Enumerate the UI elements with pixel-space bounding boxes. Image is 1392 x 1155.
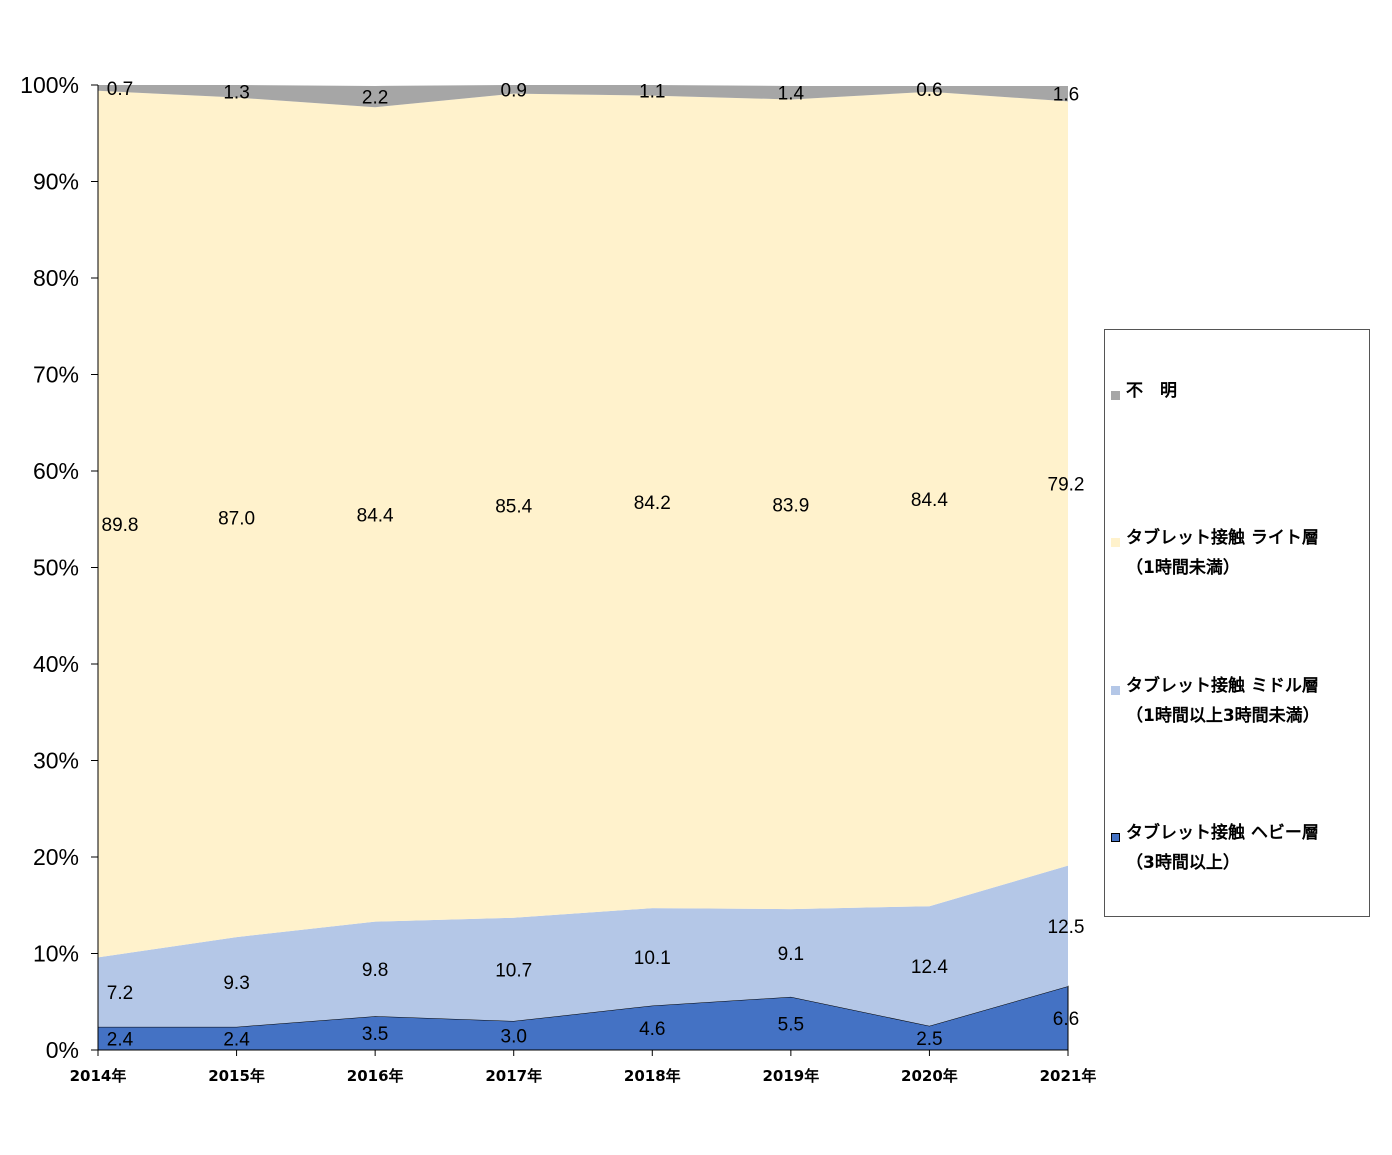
data-label-light: 87.0	[218, 508, 255, 529]
y-axis-tick-labels: 0% 10% 20% 30% 40% 50% 60% 70% 80% 90% 100%	[20, 72, 79, 1063]
data-label-middle: 7.2	[107, 983, 133, 1004]
area-middle	[98, 865, 1068, 1027]
data-label-light: 84.2	[634, 493, 671, 514]
data-label-light: 84.4	[911, 490, 948, 511]
data-label-light: 79.2	[1048, 475, 1085, 496]
x-tick-label: 2017年	[485, 1067, 542, 1085]
data-label-unknown: 0.6	[916, 80, 942, 101]
legend-label-light: タブレット接触 ライト層	[1126, 528, 1319, 548]
data-label-heavy: 4.6	[639, 1019, 665, 1040]
data-label-heavy: 3.5	[362, 1024, 388, 1045]
data-label-light: 85.4	[495, 497, 532, 518]
data-label-light: 84.4	[357, 505, 394, 526]
data-labels: 2.4 2.4 3.5 3.0 4.6 5.5 2.5 6.6 7.2 9.3 9.8 10.7 10.…	[102, 79, 1085, 1051]
data-label-unknown: 1.4	[778, 84, 805, 105]
chart-areas	[97, 85, 1069, 1051]
y-tick-label: 20%	[33, 844, 79, 870]
y-tick-label: 50%	[33, 555, 79, 581]
data-label-unknown: 1.6	[1053, 85, 1079, 106]
legend-item-unknown: 不 明	[1111, 381, 1177, 406]
data-label-light: 89.8	[102, 515, 139, 536]
x-tick-label: 2016年	[347, 1067, 404, 1085]
y-tick-label: 30%	[33, 748, 79, 774]
legend-swatch-unknown	[1111, 391, 1120, 400]
legend: 不 明 タブレット接触 ライト層 （1時間未満） タブレット接触 ミドル層 （1…	[1104, 329, 1370, 917]
x-tick-label: 2015年	[208, 1067, 265, 1085]
legend-item-middle: タブレット接触 ミドル層 （1時間以上3時間未満）	[1111, 676, 1320, 731]
y-tick-label: 40%	[33, 651, 79, 677]
legend-swatch-heavy	[1111, 833, 1120, 842]
chart-axes	[91, 84, 1069, 1056]
legend-sublabel-heavy: （3時間以上）	[1126, 853, 1240, 873]
data-label-heavy: 6.6	[1053, 1009, 1079, 1030]
data-label-heavy: 3.0	[501, 1027, 527, 1048]
data-label-heavy: 2.4	[223, 1029, 250, 1050]
data-label-middle: 9.1	[778, 944, 804, 965]
area-unknown	[98, 85, 1068, 108]
data-label-unknown: 0.9	[501, 80, 527, 101]
data-label-heavy: 5.5	[778, 1014, 804, 1035]
data-label-middle: 9.3	[223, 973, 249, 994]
data-label-middle: 9.8	[362, 960, 388, 981]
data-label-light: 83.9	[772, 495, 809, 516]
legend-swatch-middle	[1111, 686, 1120, 695]
x-tick-label: 2021年	[1040, 1067, 1097, 1085]
data-label-unknown: 1.3	[223, 82, 249, 103]
data-label-heavy: 2.5	[916, 1029, 942, 1050]
data-label-middle: 10.1	[634, 948, 671, 969]
y-tick-label: 0%	[46, 1037, 79, 1063]
y-tick-label: 70%	[33, 362, 79, 388]
legend-label-unknown: 不 明	[1126, 381, 1177, 401]
data-label-middle: 10.7	[495, 960, 532, 981]
y-tick-label: 90%	[33, 169, 79, 195]
data-label-unknown: 1.1	[639, 81, 665, 102]
x-tick-label: 2014年	[70, 1067, 127, 1085]
data-label-middle: 12.4	[911, 957, 948, 978]
legend-item-heavy: タブレット接触 ヘビー層 （3時間以上）	[1111, 823, 1319, 878]
legend-label-middle: タブレット接触 ミドル層	[1126, 676, 1319, 696]
x-tick-label: 2018年	[624, 1067, 681, 1085]
area-light	[98, 90, 1068, 958]
legend-label-heavy: タブレット接触 ヘビー層	[1126, 823, 1319, 843]
data-label-heavy: 2.4	[107, 1029, 134, 1050]
x-tick-label: 2019年	[762, 1067, 819, 1085]
y-tick-label: 60%	[33, 458, 79, 484]
y-tick-label: 100%	[20, 72, 79, 98]
legend-swatch-light	[1111, 538, 1120, 547]
data-label-middle: 12.5	[1048, 917, 1085, 938]
legend-sublabel-middle: （1時間以上3時間未満）	[1126, 706, 1320, 726]
y-tick-label: 80%	[33, 265, 79, 291]
data-label-unknown: 2.2	[362, 88, 388, 109]
legend-sublabel-light: （1時間未満）	[1126, 558, 1240, 578]
x-tick-label: 2020年	[901, 1067, 958, 1085]
legend-item-light: タブレット接触 ライト層 （1時間未満）	[1111, 528, 1319, 583]
x-axis-tick-labels: 2014年 2015年 2016年 2017年 2018年 2019年 2020年 2021年	[70, 1067, 1097, 1085]
y-tick-label: 10%	[33, 941, 79, 967]
data-label-unknown: 0.7	[107, 79, 133, 100]
